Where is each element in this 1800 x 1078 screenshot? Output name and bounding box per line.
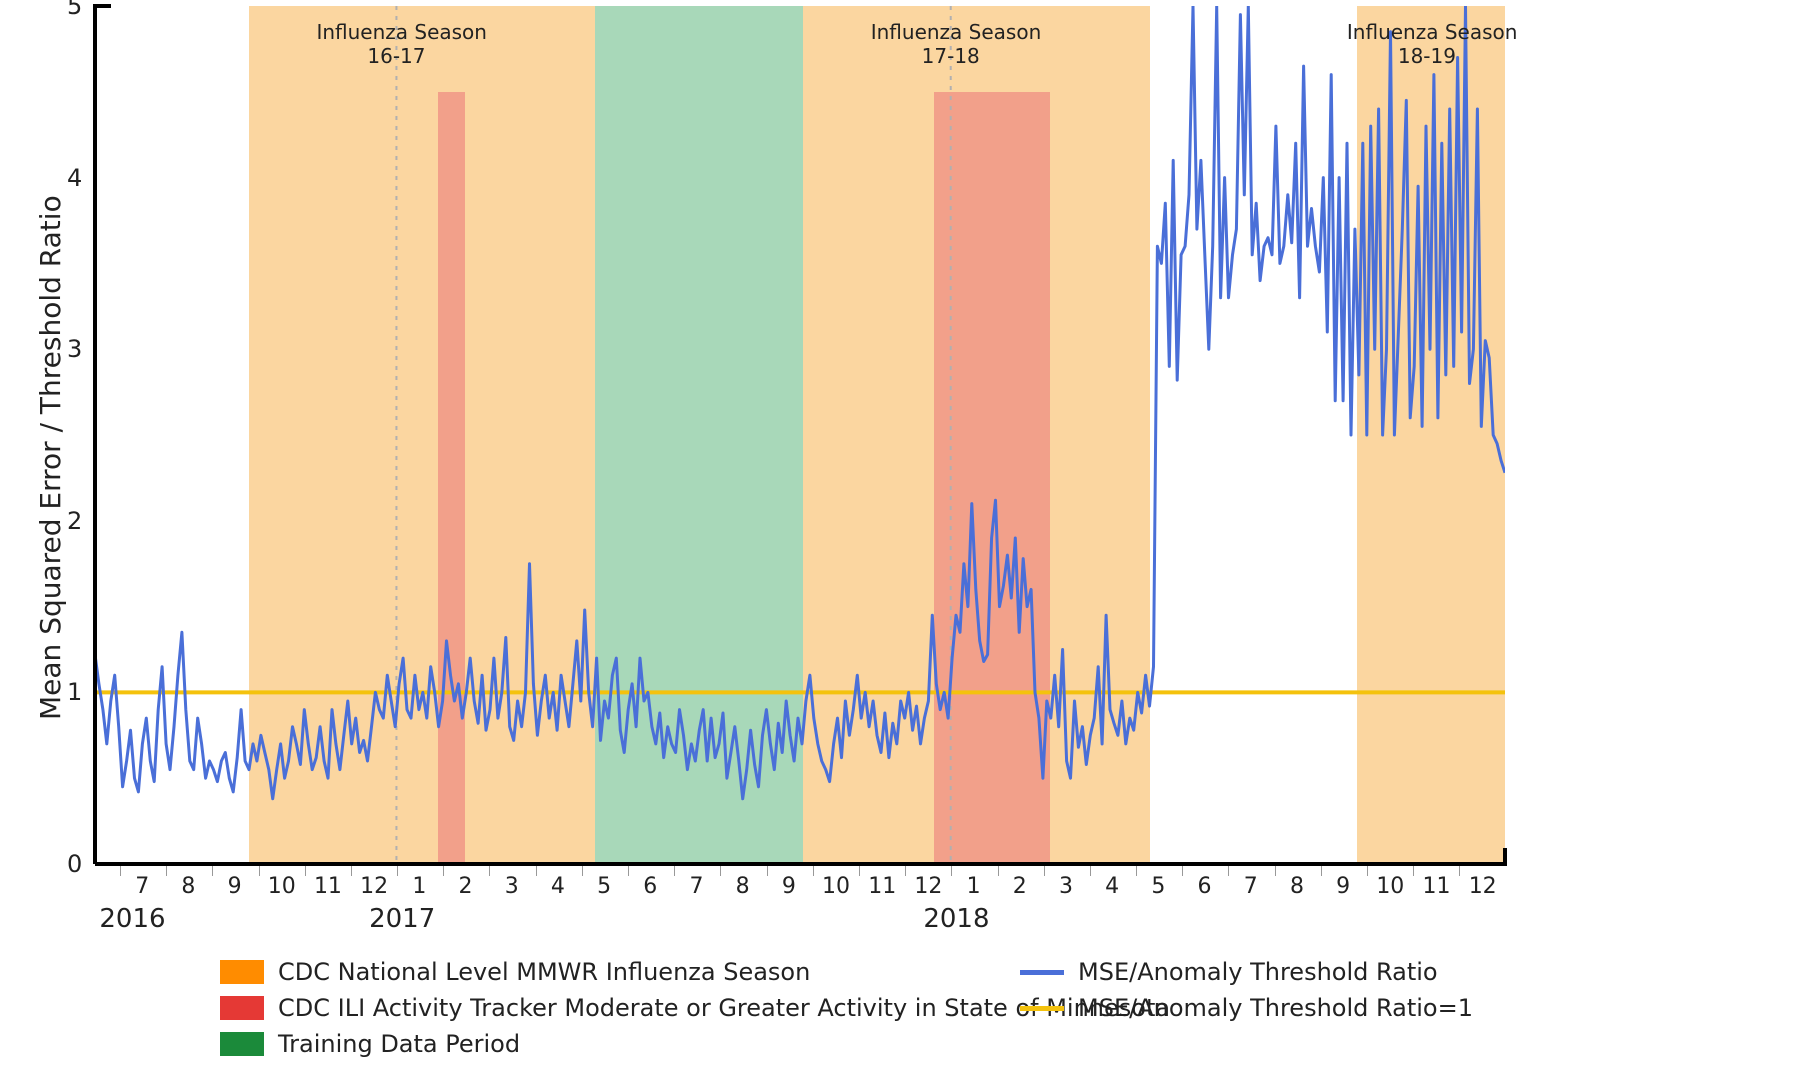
x-month-label: 8 <box>1290 874 1304 899</box>
x-tick-mark <box>351 866 352 876</box>
y-tick-label: 3 <box>67 335 82 363</box>
x-month-label: 10 <box>1376 874 1404 899</box>
x-month-label: 4 <box>1105 874 1119 899</box>
x-tick-mark <box>1136 866 1137 876</box>
x-tick-mark <box>1228 866 1229 876</box>
x-month-label: 7 <box>135 874 149 899</box>
x-month-label: 9 <box>1336 874 1350 899</box>
season-label: Influenza Season18-19 <box>1347 20 1507 68</box>
x-tick-mark <box>767 866 768 876</box>
x-tick-mark <box>720 866 721 876</box>
x-tick-mark <box>582 866 583 876</box>
x-year-label: 2016 <box>99 904 165 934</box>
x-month-label: 12 <box>1469 874 1497 899</box>
legend-label: MSE/Anomaly Threshold Ratio=1 <box>1078 994 1473 1022</box>
x-month-label: 6 <box>1198 874 1212 899</box>
legend-swatch <box>220 960 264 984</box>
x-month-label: 8 <box>181 874 195 899</box>
x-month-label: 2 <box>1013 874 1027 899</box>
legend-swatch <box>220 996 264 1020</box>
x-tick-mark <box>1413 866 1414 876</box>
y-axis-spine <box>93 6 97 864</box>
x-tick-mark <box>305 866 306 876</box>
x-month-label: 5 <box>1151 874 1165 899</box>
x-tick-mark <box>905 866 906 876</box>
x-month-label: 11 <box>314 874 342 899</box>
x-month-label: 2 <box>459 874 473 899</box>
x-tick-mark <box>397 866 398 876</box>
x-tick-mark <box>1321 866 1322 876</box>
x-tick-mark <box>1182 866 1183 876</box>
x-tick-mark <box>443 866 444 876</box>
y-tick-label: 1 <box>67 678 82 706</box>
x-month-label: 7 <box>689 874 703 899</box>
mse-ratio-line <box>95 6 1505 799</box>
x-month-label: 12 <box>914 874 942 899</box>
x-tick-mark <box>1275 866 1276 876</box>
x-month-label: 10 <box>268 874 296 899</box>
x-tick-mark <box>674 866 675 876</box>
x-month-label: 7 <box>1244 874 1258 899</box>
y-tick-label: 4 <box>67 164 82 192</box>
legend-label: MSE/Anomaly Threshold Ratio <box>1078 958 1438 986</box>
x-tick-mark <box>951 866 952 876</box>
legend-label: CDC National Level MMWR Influenza Season <box>278 958 810 986</box>
x-month-label: 3 <box>505 874 519 899</box>
x-month-label: 10 <box>822 874 850 899</box>
y-axis-title: Mean Squared Error / Threshold Ratio <box>34 195 67 720</box>
y-axis-cap-top <box>93 4 111 8</box>
x-tick-mark <box>813 866 814 876</box>
x-tick-mark <box>166 866 167 876</box>
x-month-label: 1 <box>967 874 981 899</box>
x-tick-mark <box>1459 866 1460 876</box>
x-tick-mark <box>1367 866 1368 876</box>
x-tick-mark <box>859 866 860 876</box>
legend-line <box>1020 970 1064 975</box>
x-axis-cap-right <box>1503 848 1507 866</box>
x-month-label: 3 <box>1059 874 1073 899</box>
x-tick-mark <box>120 866 121 876</box>
x-tick-mark <box>1090 866 1091 876</box>
x-month-label: 9 <box>228 874 242 899</box>
x-month-label: 4 <box>551 874 565 899</box>
x-month-label: 5 <box>597 874 611 899</box>
x-month-label: 9 <box>782 874 796 899</box>
x-month-label: 11 <box>868 874 896 899</box>
plot-svg <box>95 6 1505 864</box>
x-year-label: 2017 <box>369 904 435 934</box>
x-tick-mark <box>489 866 490 876</box>
plot-area <box>95 6 1505 864</box>
x-month-label: 12 <box>360 874 388 899</box>
y-tick-label: 5 <box>67 0 82 20</box>
chart-container: Mean Squared Error / Threshold Ratio CDC… <box>0 0 1800 1078</box>
x-month-label: 1 <box>412 874 426 899</box>
x-month-label: 11 <box>1423 874 1451 899</box>
x-tick-mark <box>536 866 537 876</box>
legend-label: Training Data Period <box>278 1030 520 1058</box>
y-tick-label: 2 <box>67 507 82 535</box>
x-month-label: 6 <box>643 874 657 899</box>
season-label: Influenza Season17-18 <box>871 20 1031 68</box>
x-tick-mark <box>259 866 260 876</box>
x-tick-mark <box>628 866 629 876</box>
x-year-label: 2018 <box>923 904 989 934</box>
x-axis-spine <box>95 862 1505 866</box>
x-tick-mark <box>212 866 213 876</box>
y-tick-label: 0 <box>67 850 82 878</box>
x-tick-mark <box>1044 866 1045 876</box>
legend-line <box>1020 1006 1064 1011</box>
x-month-label: 8 <box>736 874 750 899</box>
season-label: Influenza Season16-17 <box>316 20 476 68</box>
x-tick-mark <box>998 866 999 876</box>
legend-swatch <box>220 1032 264 1056</box>
